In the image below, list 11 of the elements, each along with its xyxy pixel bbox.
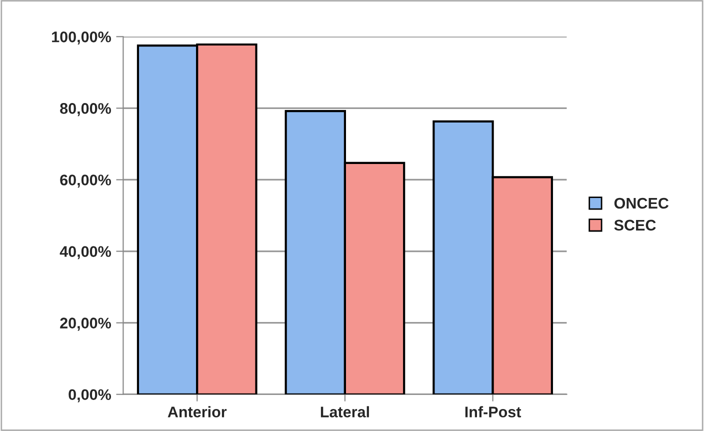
y-tick-label: 40,00% [60, 246, 111, 260]
y-tick-label: 20,00% [60, 318, 111, 331]
x-tick-label: Inf-Post [465, 406, 522, 418]
x-tick-label: Lateral [320, 406, 369, 418]
x-tick-label: Anterior [168, 406, 227, 418]
y-tick-label: 80,00% [60, 103, 111, 116]
legend-label: ONCEC [614, 198, 669, 209]
y-tick-label: 0,00% [68, 389, 111, 402]
y-tick-label: 100,00% [52, 32, 111, 45]
legend-label: SCEC [614, 220, 656, 231]
y-tick-label: 60,00% [60, 174, 111, 188]
